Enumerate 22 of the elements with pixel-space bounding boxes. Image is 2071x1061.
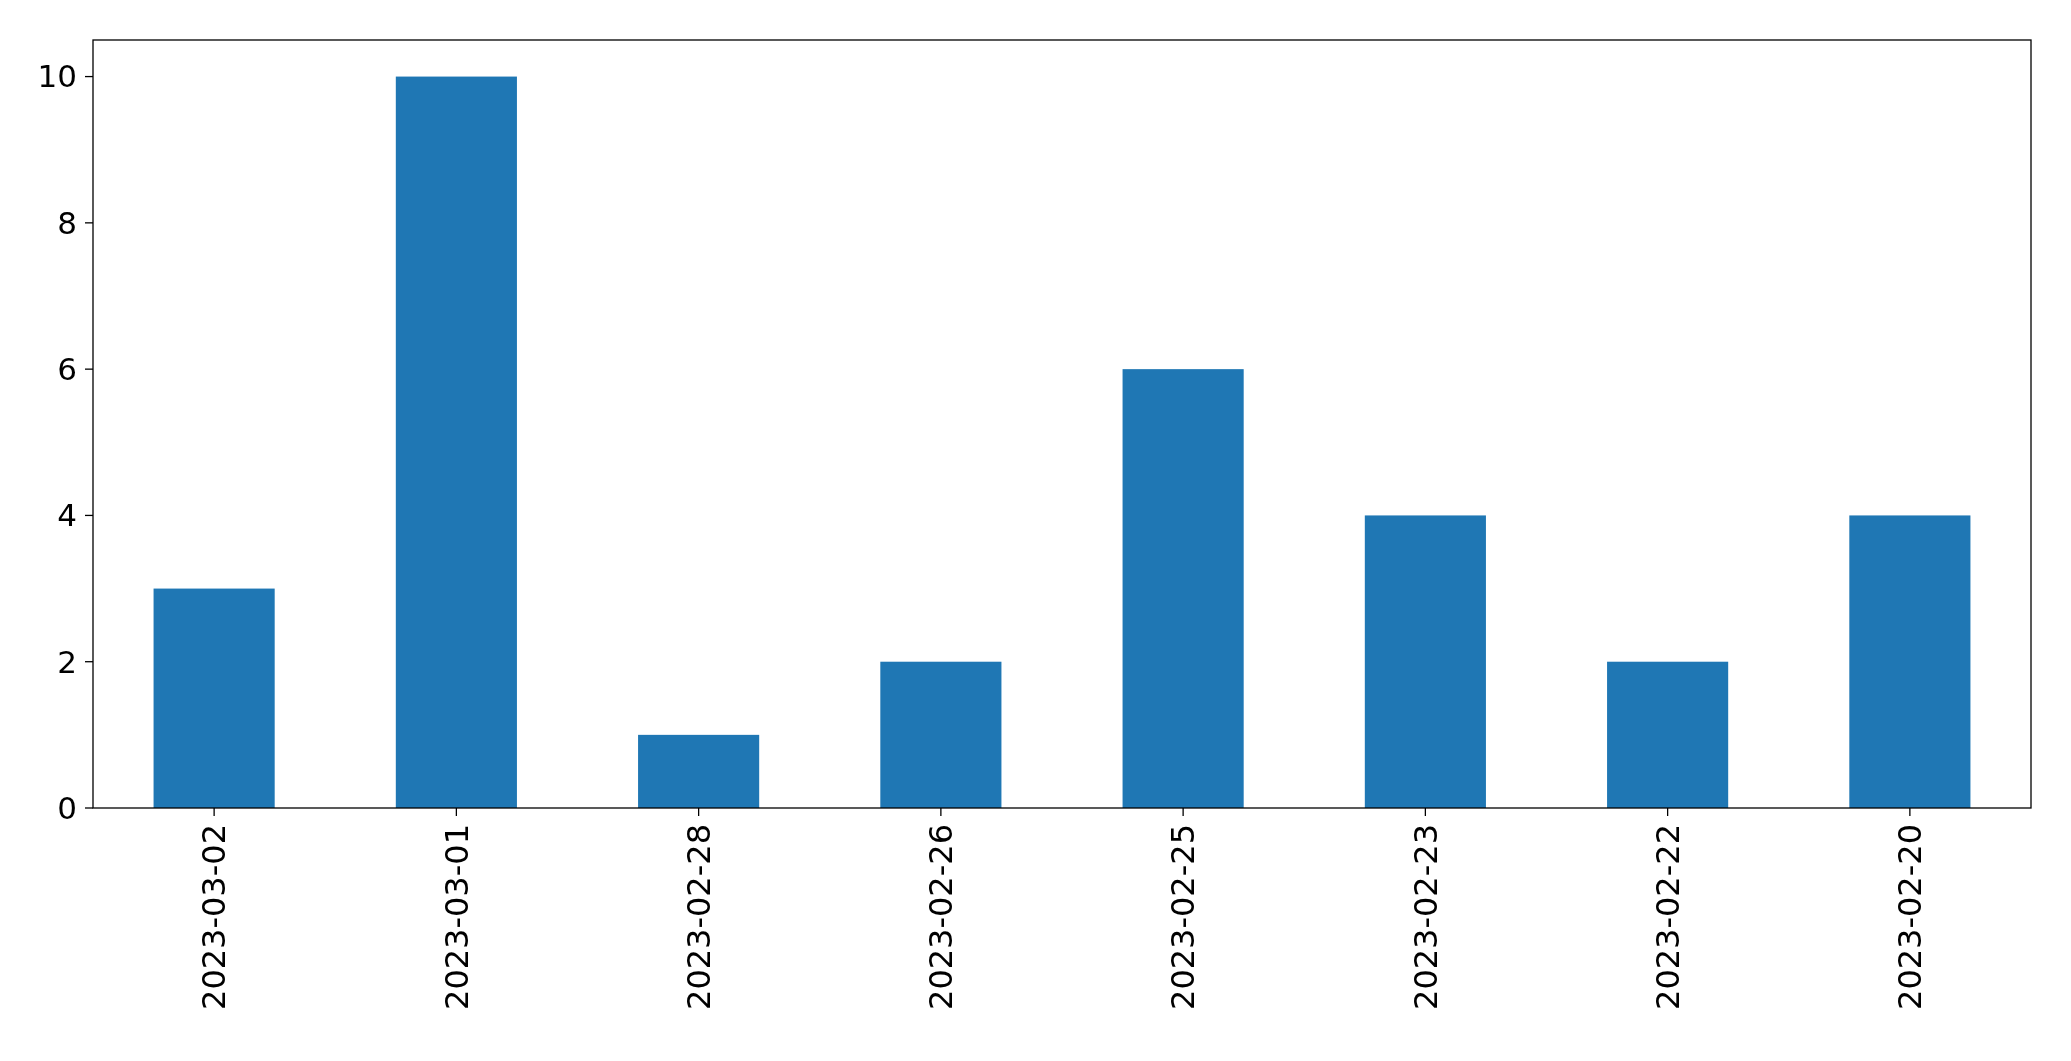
bar bbox=[1607, 661, 1729, 808]
y-tick-label: 8 bbox=[57, 204, 77, 241]
y-tick-label: 2 bbox=[57, 643, 77, 680]
bar bbox=[1122, 369, 1244, 808]
y-tick-label: 4 bbox=[57, 497, 77, 534]
bar bbox=[1364, 515, 1486, 808]
x-tick-label: 2023-02-28 bbox=[679, 824, 718, 1010]
x-tick-label: 2023-03-01 bbox=[437, 824, 476, 1010]
x-tick-label: 2023-02-22 bbox=[1648, 824, 1687, 1010]
x-tick-label: 2023-02-26 bbox=[922, 824, 961, 1010]
bar bbox=[395, 76, 517, 808]
x-tick-label: 2023-02-20 bbox=[1891, 824, 1930, 1010]
x-tick-label: 2023-03-02 bbox=[195, 824, 234, 1010]
x-tick-label: 2023-02-23 bbox=[1406, 824, 1445, 1010]
y-tick-label: 10 bbox=[37, 58, 77, 95]
x-tick-label: 2023-02-25 bbox=[1164, 824, 1203, 1010]
bar bbox=[638, 734, 760, 808]
bar bbox=[153, 588, 275, 808]
bar bbox=[1849, 515, 1971, 808]
y-tick-label: 6 bbox=[57, 350, 77, 387]
y-tick-label: 0 bbox=[57, 789, 77, 826]
bar bbox=[880, 661, 1002, 808]
